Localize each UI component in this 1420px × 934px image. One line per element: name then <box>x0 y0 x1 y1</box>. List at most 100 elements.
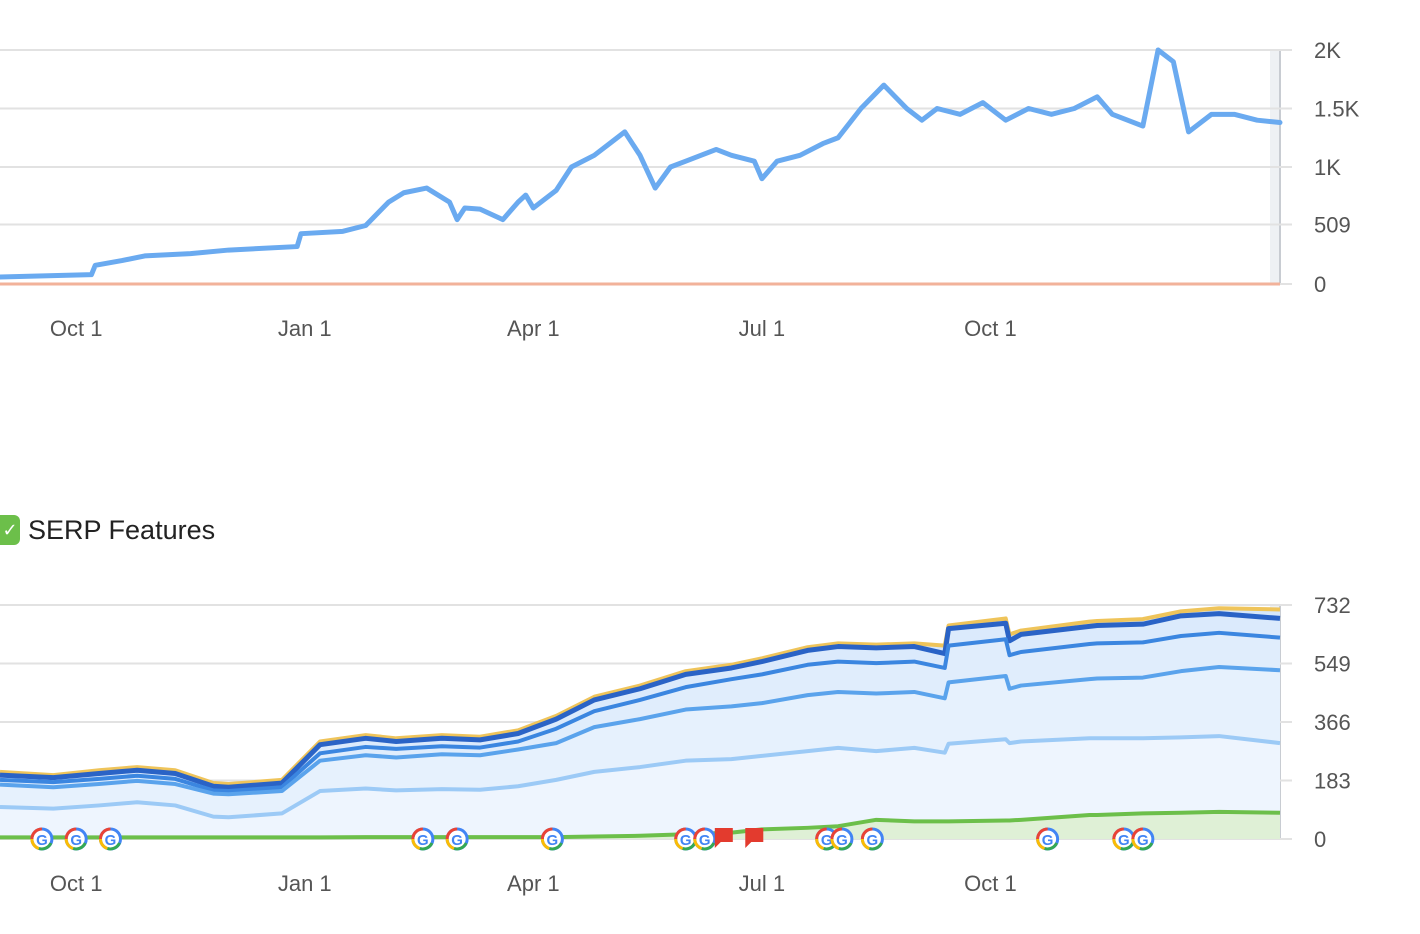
y-tick-label: 1K <box>1314 155 1341 180</box>
google-update-icon: G <box>860 827 884 851</box>
google-icon-letter: G <box>836 832 848 849</box>
google-icon-yellow-arc <box>411 838 421 850</box>
google-update-icon: G <box>64 827 88 851</box>
serp-features-legend[interactable]: ✓ SERP Features <box>0 510 215 550</box>
google-icon-red-arc <box>815 827 827 840</box>
google-icon-yellow-arc <box>1112 838 1122 850</box>
google-update-icon: G <box>30 827 54 851</box>
y-tick-label: 1.5K <box>1314 97 1360 122</box>
y-tick-label: 0 <box>1314 272 1326 297</box>
google-icon-yellow-arc <box>830 838 840 850</box>
google-icon-red-arc <box>1036 827 1048 840</box>
flag-icon-shape <box>745 828 764 848</box>
flag-icon <box>745 828 764 848</box>
y-tick-label: 183 <box>1314 769 1351 794</box>
google-update-icon: G <box>411 827 435 851</box>
google-icon-letter: G <box>36 832 48 849</box>
google-icon-letter: G <box>867 832 879 849</box>
google-icon-yellow-arc <box>693 838 703 850</box>
google-update-icon: G <box>445 827 469 851</box>
chart-0: 0 509 1K 1.5K 2K Oct 1 Jan 1 Apr 1 Jul 1 Oct 1 <box>0 38 1360 341</box>
google-update-icon: G <box>98 827 122 851</box>
google-icon-red-arc <box>1112 827 1124 840</box>
y-tick-label: 2K <box>1314 38 1341 63</box>
x-tick-label: Apr 1 <box>507 316 560 341</box>
google-icon-letter: G <box>451 832 463 849</box>
google-icon-letter: G <box>1042 832 1054 849</box>
google-icon-letter: G <box>1118 832 1130 849</box>
series-line-s4 <box>0 665 1281 797</box>
x-tick-label: Jul 1 <box>739 871 785 896</box>
google-update-icon: G <box>1036 827 1060 851</box>
google-icon-red-arc <box>693 827 705 840</box>
series-line-s3 <box>0 630 1281 794</box>
google-icon-yellow-arc <box>445 838 455 850</box>
google-update-icon: G <box>1112 827 1136 851</box>
google-icon-green-arc <box>1139 842 1154 851</box>
google-update-icon: G <box>540 827 564 851</box>
google-icon-letter: G <box>821 832 833 849</box>
legend-label: SERP Features <box>28 514 216 545</box>
google-icon-green-arc <box>38 842 53 851</box>
google-icon-green-arc <box>453 842 468 851</box>
series-area-green <box>0 811 1280 839</box>
google-icon-green-arc <box>868 842 883 851</box>
x-tick-label: Oct 1 <box>50 871 103 896</box>
google-icon-yellow-arc <box>860 838 870 850</box>
x-tick-label: Oct 1 <box>964 871 1017 896</box>
google-update-icon: G <box>1131 827 1155 851</box>
google-icon-letter: G <box>417 832 429 849</box>
google-icon-green-arc <box>548 842 563 851</box>
x-tick-label: Oct 1 <box>964 316 1017 341</box>
google-icon-green-arc <box>419 842 434 851</box>
google-icon-yellow-arc <box>815 838 825 850</box>
flag-icon <box>714 828 733 848</box>
flag-icon-shape <box>714 828 733 848</box>
x-tick-label: Apr 1 <box>507 871 560 896</box>
x-tick-label: Jan 1 <box>278 871 332 896</box>
google-icon-red-arc <box>860 827 873 840</box>
google-icon-red-arc <box>30 827 43 840</box>
google-icon-yellow-arc <box>1131 838 1141 850</box>
google-update-icon: G <box>830 827 854 851</box>
google-icon-red-arc <box>540 827 553 840</box>
google-icon-yellow-arc <box>30 838 40 850</box>
google-icon-letter: G <box>1137 832 1149 849</box>
google-icon-green-arc <box>701 842 716 851</box>
series-line-s2 <box>0 611 1281 790</box>
google-icon-red-arc <box>830 827 843 840</box>
series-line-s5 <box>0 734 1281 820</box>
google-icon-green-arc <box>1044 842 1058 851</box>
google-update-icon: G <box>674 827 698 851</box>
x-tick-label: Oct 1 <box>50 316 103 341</box>
google-icon-red-arc <box>1131 827 1144 840</box>
google-icon-yellow-arc <box>540 838 550 850</box>
x-tick-label: Jul 1 <box>739 316 785 341</box>
check-icon[interactable]: ✓ <box>0 515 20 545</box>
google-icon-letter: G <box>105 832 117 849</box>
google-icon-letter: G <box>699 832 711 849</box>
y-tick-label: 509 <box>1314 212 1351 237</box>
y-tick-label: 732 <box>1314 593 1351 618</box>
google-icon-letter: G <box>70 832 82 849</box>
y-tick-label: 366 <box>1314 710 1351 735</box>
x-tick-label: Jan 1 <box>278 316 332 341</box>
google-icon-red-arc <box>674 827 686 840</box>
google-icon-yellow-arc <box>98 838 109 850</box>
google-icon-red-arc <box>411 827 424 840</box>
google-icon-yellow-arc <box>674 838 684 850</box>
y-tick-label: 0 <box>1314 827 1326 852</box>
series-area-s5 <box>0 736 1280 839</box>
google-icon-yellow-arc <box>1036 838 1046 850</box>
google-icon-green-arc <box>107 842 121 851</box>
series-line-top <box>0 606 1281 787</box>
y-tick-label: 549 <box>1314 652 1351 677</box>
google-update-icon: G <box>693 827 717 851</box>
google-icon-red-arc <box>64 827 77 840</box>
google-icon-green-arc <box>72 842 87 851</box>
google-icon-red-arc <box>445 827 458 840</box>
google-icon-letter: G <box>680 832 692 849</box>
series-line-traffic <box>0 47 1283 280</box>
